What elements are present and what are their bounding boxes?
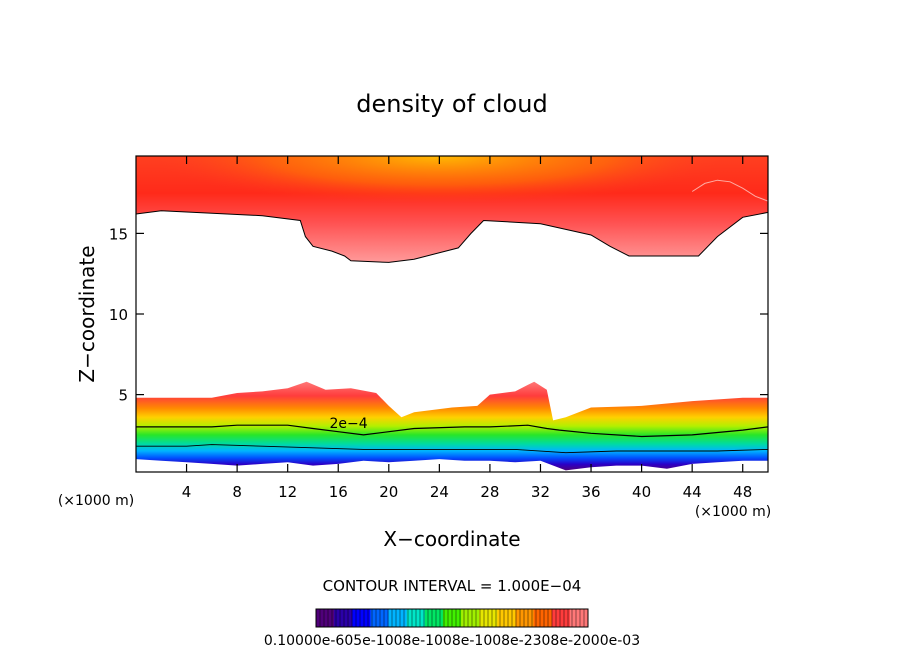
colorbar-frame [315,608,589,628]
colorbar-swatch-2 [352,609,371,627]
x-tick-label-4: 4 [182,483,192,501]
lower-cloud-layer [136,381,768,471]
x-tick-label-44: 44 [683,483,702,501]
y-tick-label-10: 10 [109,306,128,324]
x-tick-label-24: 24 [430,483,449,501]
colorbar-swatch-1 [334,609,353,627]
x-tick-label-40: 40 [632,483,651,501]
y-unit-label: (×1000 m) [58,493,134,509]
colorbar-swatch-6 [424,609,444,627]
y-tick-label-5: 5 [118,387,128,405]
colorbar-swatch-0 [316,609,335,627]
x-tick-label-32: 32 [531,483,550,501]
colorbar-swatch-11 [515,609,535,627]
x-tick-label-48: 48 [733,483,752,501]
x-tick-label-16: 16 [329,483,348,501]
colorbar-swatch-14 [569,609,589,627]
upper-cloud-core [136,156,768,263]
chart-title: density of cloud [356,90,547,118]
y-axis-ticks: 5 10 15 [109,225,768,405]
colorbar-swatch-13 [551,609,571,627]
x-tick-label-36: 36 [581,483,600,501]
x-axis-ticks: 4 8 12 16 20 24 28 32 36 40 44 48 [182,156,752,501]
x-unit-label: (×1000 m) [695,504,771,520]
upper-cloud-base-contour [136,210,768,263]
upper-cloud-inner-contour [691,179,768,202]
colorbar-labels: 0.10000e-605e-1008e-1008e-1008e-2308e-20… [264,633,640,649]
y-axis-label: Z−coordinate [75,245,99,382]
x-axis-label: X−coordinate [383,527,520,551]
colorbar-swatch-12 [533,609,553,627]
colorbar [315,609,589,627]
x-tick-label-20: 20 [379,483,398,501]
colorbar-swatch-8 [461,609,480,627]
x-tick-label-8: 8 [232,483,242,501]
y-tick-label-15: 15 [109,225,128,243]
contour-interval-label: CONTOUR INTERVAL = 1.000E−04 [323,577,582,595]
contour-label-2e-4: 2e−4 [329,416,367,432]
x-tick-label-28: 28 [480,483,499,501]
colorbar-swatch-9 [479,609,498,627]
contour-line-low [136,444,768,454]
x-tick-label-12: 12 [278,483,297,501]
contour-line-2e-4 [136,424,768,438]
colorbar-swatch-10 [497,609,516,627]
colorbar-swatch-4 [388,609,408,627]
